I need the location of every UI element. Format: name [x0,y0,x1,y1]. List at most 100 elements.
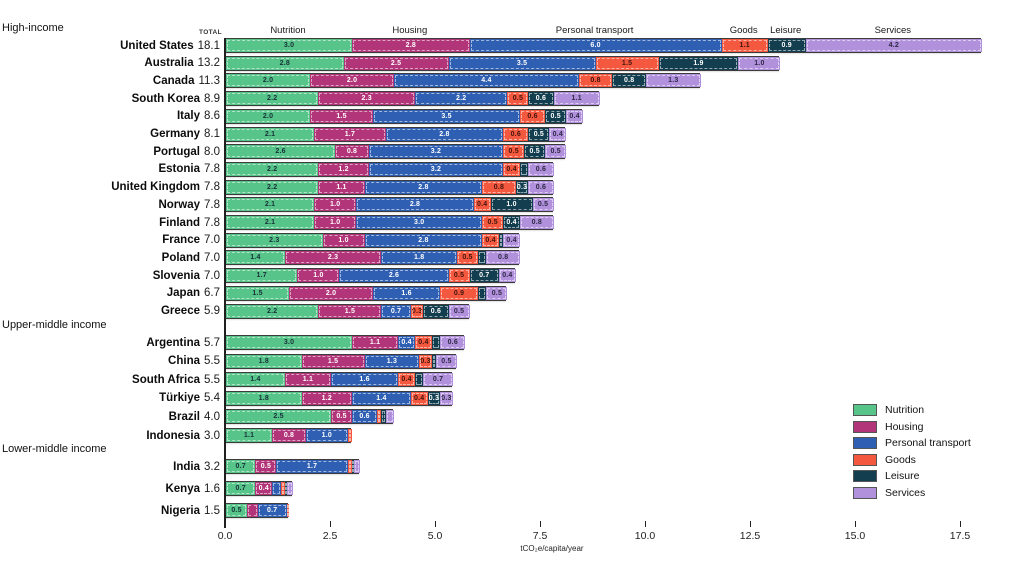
segment-goods [347,429,352,442]
segment-personal-transport: 2.8 [364,233,483,247]
legend-swatch-goods [853,453,877,466]
country-name: Canada [152,74,195,87]
segment-services: 4.2 [805,39,982,52]
segment-leisure: 0.9 [767,39,806,52]
segment-housing: 2.0 [310,74,394,88]
segment-value: 1.0 [330,201,341,209]
segment-leisure: 0.5 [528,127,550,141]
row-label-nigeria: Nigeria 1.5 [0,503,220,518]
segment-value: 1.7 [256,272,267,280]
segment-value: 0.7 [390,307,402,315]
segment-housing: 1.5 [310,109,373,123]
segment-value: 1.5 [252,289,263,297]
bar-argentina: 3.0 1.1 0.4 0.4 0.6 [225,335,466,350]
segment-value: 1.9 [693,59,704,67]
x-tick-label: 12.5 [739,530,761,542]
segment-nutrition: 2.2 [226,304,319,318]
country-name: South Africa [132,373,200,386]
segment-value: 2.0 [325,289,337,297]
x-tick-label: 2.5 [322,530,338,542]
segment-housing [247,504,258,517]
segment-value: 0.4 [477,201,488,209]
segment-personal-transport: 0.7 [381,304,411,318]
segment-services: 0.8 [519,216,554,229]
segment-leisure: 1.0 [490,198,533,212]
segment-leisure: 1.9 [658,56,739,70]
segment-nutrition: 0.7 [226,482,256,495]
segment-value: 0.8 [531,219,542,226]
legend-label: Leisure [885,470,920,483]
segment-nutrition: 2.1 [226,216,315,229]
country-total: 7.8 [204,181,220,194]
row-label-slovenia: Slovenia 7.0 [0,268,220,283]
row-label-kenya: Kenya 1.6 [0,481,220,496]
segment-value: 1.3 [386,357,398,365]
segment-value: 2.2 [267,307,278,315]
segment-value: 0.5 [550,112,561,120]
segment-value: 1.1 [739,42,750,49]
segment-goods: 0.5 [448,269,470,283]
segment-goods: 0.5 [456,251,478,265]
segment-goods: 0.4 [482,233,499,247]
row-label-finland: Finland 7.8 [0,215,220,230]
segment-value: 1.3 [668,77,679,85]
segment-services [286,482,294,495]
segment-value: 2.1 [264,201,276,209]
x-tick [435,521,437,527]
segment-value: 0.4 [506,165,517,173]
segment-value: 1.2 [321,394,332,402]
segment-value: 1.1 [336,183,347,191]
segment-housing: 2.3 [284,251,382,265]
segment-leisure: 0.5 [524,145,546,159]
segment-services: 0.6 [440,336,466,349]
legend-swatch-housing [853,420,877,433]
bar-finland: 2.1 1.0 3.0 0.5 0.4 0.8 [225,215,554,230]
segment-nutrition: 1.8 [226,391,302,405]
segment-leisure [284,482,287,495]
segment-goods: 0.3 [410,304,424,318]
segment-value: 0.4 [401,339,412,346]
segment-nutrition: 1.8 [226,354,302,368]
segment-goods: 0.6 [503,127,529,141]
segment-value: 0.5 [508,148,519,156]
segment-goods: 0.5 [503,145,525,159]
segment-value: 0.8 [283,432,295,439]
segment-housing: 2.0 [289,286,373,300]
segment-goods: 0.3 [419,354,432,368]
segment-personal-transport: 0.6 [352,410,378,424]
segment-personal-transport: 2.6 [339,269,449,283]
legend-item-housing: Housing [853,419,971,436]
row-label-t-rkiye: Türkiye 5.4 [0,391,220,406]
row-label-united-states: United States 18.1 [0,38,220,53]
segment-value: 1.4 [250,254,261,262]
country-total: 4.0 [204,410,220,423]
segment-value: 0.8 [590,77,601,85]
segment-value: 0.5 [453,272,465,280]
bar-indonesia: 1.1 0.8 1.0 [225,428,352,443]
country-name: Slovenia [152,269,200,282]
segment-value: 0.3 [428,394,440,402]
bar-australia: 2.8 2.5 3.5 1.5 1.9 1.0 [225,55,781,71]
legend-item-personal-transport: Personal transport [853,435,971,452]
x-tick [960,521,962,527]
legend-item-goods: Goods [853,452,971,469]
segment-value: 2.0 [262,112,274,120]
country-name: United Kingdom [111,181,200,194]
segment-value: 0.5 [462,254,473,262]
country-total: 18.1 [197,39,220,52]
country-total: 7.8 [204,216,220,229]
segment-value: 3.5 [441,112,452,120]
segment-goods: 0.6 [520,109,546,123]
country-name: Portugal [153,145,200,158]
column-header-nutrition: Nutrition [270,25,306,36]
segment-value: 6.0 [590,42,601,49]
segment-value: 1.7 [344,130,356,138]
segment-nutrition: 0.7 [226,460,256,473]
segment-personal-transport: 1.3 [364,354,420,368]
segment-value: 2.0 [262,77,274,85]
country-name: Japan [166,287,200,300]
segment-value: 0.3 [420,357,431,365]
legend-swatch-nutrition [853,404,877,417]
segment-value: 0.6 [447,339,458,346]
